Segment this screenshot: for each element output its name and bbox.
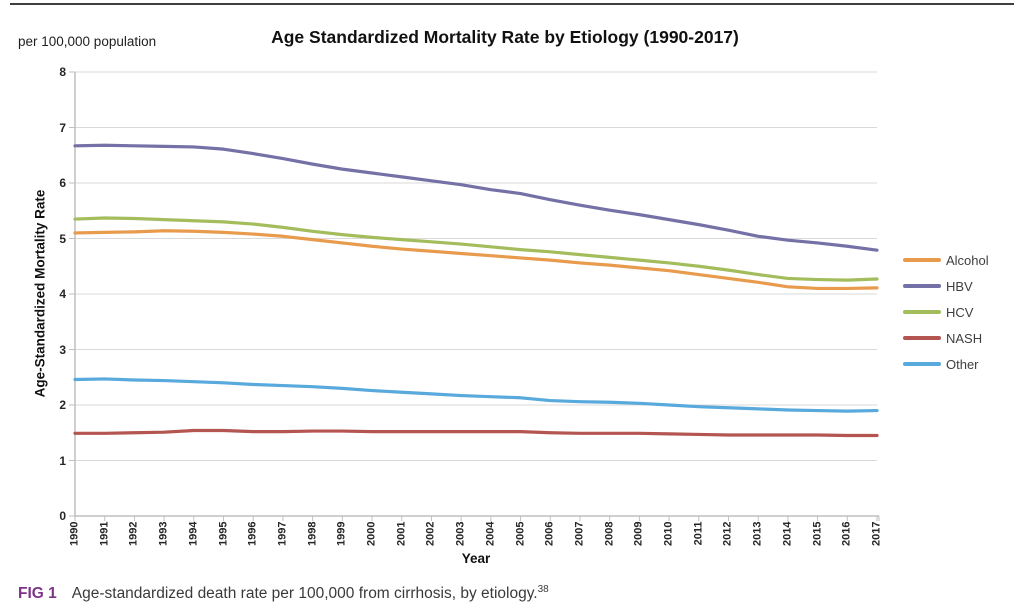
legend-item-hbv: HBV (903, 278, 989, 294)
legend-label-nash: NASH (946, 330, 983, 346)
legend-swatch-other (903, 362, 941, 366)
y-tick-label-3: 3 (59, 342, 66, 357)
legend-item-other: Other (903, 356, 989, 372)
series-line-hcv (73, 216, 879, 282)
x-tick-label-2015: 2015 (811, 521, 824, 546)
legend-item-hcv: HCV (903, 304, 989, 320)
x-tick-label-1992: 1992 (127, 521, 140, 546)
y-tick-label-4: 4 (59, 287, 66, 301)
y-tick-label-5: 5 (59, 231, 66, 246)
figure-caption: FIG 1 Age-standardized death rate per 10… (18, 584, 549, 603)
x-tick-label-1996: 1996 (246, 521, 259, 546)
x-tick-label-2010: 2010 (662, 521, 675, 546)
y-tick-label-6: 6 (59, 176, 66, 190)
series-line-hbv (73, 143, 879, 252)
y-tick-label-1: 1 (59, 453, 66, 468)
x-tick-label-2014: 2014 (781, 521, 794, 546)
figure-caption-text: Age-standardized death rate per 100,000 … (71, 584, 549, 603)
series-line-other (73, 377, 879, 413)
legend-label-hcv: HCV (946, 304, 974, 320)
x-tick-label-1994: 1994 (187, 521, 200, 546)
x-tick-label-2008: 2008 (603, 521, 616, 546)
x-tick-label-1993: 1993 (157, 521, 170, 546)
x-tick-label-2011: 2011 (692, 521, 705, 546)
x-tick-label-1999: 1999 (335, 521, 348, 546)
unit-label: per 100,000 population (18, 34, 157, 49)
y-tick-label-0: 0 (59, 509, 66, 523)
legend-swatch-hbv (903, 284, 941, 288)
x-tick-label-1995: 1995 (217, 521, 230, 546)
x-tick-label-2009: 2009 (632, 521, 645, 546)
figure-caption-tag: FIG 1 (18, 585, 57, 603)
y-axis-title: Age-Standardized Mortality Rate (32, 189, 48, 398)
x-tick-label-1990: 1990 (68, 521, 81, 546)
x-tick-label-2016: 2016 (840, 521, 853, 546)
chart-legend: Alcohol HBV HCV NASH Other (903, 252, 989, 372)
top-rule (10, 3, 1014, 5)
y-tick-label-7: 7 (59, 120, 66, 135)
x-axis-title: Year (461, 551, 491, 566)
series-line-nash (73, 428, 879, 438)
x-tick-label-2013: 2013 (751, 521, 764, 546)
legend-label-other: Other (946, 356, 979, 372)
legend-swatch-nash (903, 336, 941, 340)
y-tick-label-8: 8 (59, 65, 66, 79)
y-tick-label-2: 2 (59, 398, 66, 412)
legend-item-nash: NASH (903, 330, 989, 346)
figure-caption-reference: 38 (537, 584, 549, 595)
chart-title: Age Standardized Mortality Rate by Etiol… (271, 27, 739, 47)
x-tick-label-2017: 2017 (870, 521, 883, 546)
legend-label-hbv: HBV (946, 278, 973, 294)
x-tick-label-1998: 1998 (306, 521, 319, 546)
x-tick-label-2012: 2012 (721, 521, 734, 546)
legend-swatch-alcohol (903, 258, 941, 262)
legend-item-alcohol: Alcohol (903, 252, 989, 268)
legend-swatch-hcv (903, 310, 941, 314)
x-tick-label-1997: 1997 (276, 521, 289, 546)
legend-label-alcohol: Alcohol (946, 252, 989, 268)
series-line-alcohol (73, 229, 879, 291)
x-tick-label-1991: 1991 (98, 521, 111, 546)
